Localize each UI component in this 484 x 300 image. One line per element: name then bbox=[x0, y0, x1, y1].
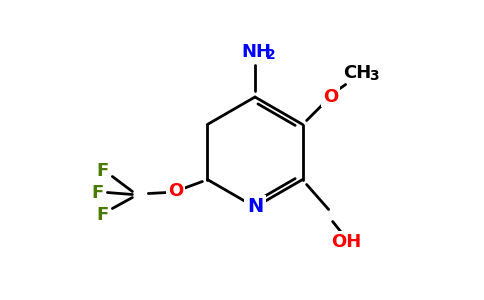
Text: CH: CH bbox=[344, 64, 372, 82]
Text: 2: 2 bbox=[266, 48, 276, 62]
Text: F: F bbox=[96, 206, 108, 224]
Text: O: O bbox=[168, 182, 183, 200]
Text: O: O bbox=[323, 88, 338, 106]
Text: 3: 3 bbox=[369, 68, 378, 83]
Text: F: F bbox=[96, 161, 108, 179]
Text: F: F bbox=[91, 184, 104, 202]
Text: NH: NH bbox=[241, 43, 271, 61]
Text: N: N bbox=[247, 197, 263, 217]
Text: OH: OH bbox=[332, 232, 362, 250]
